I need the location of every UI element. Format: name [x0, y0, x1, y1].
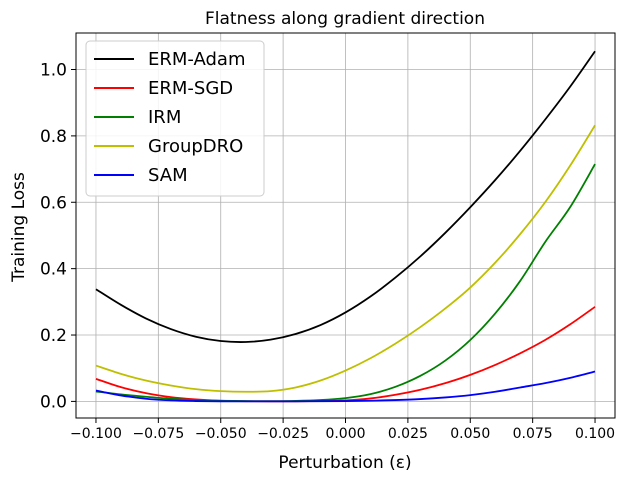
legend-box	[85, 40, 265, 197]
legend: ERM-Adam ERM-SGD IRM GroupDRO SAM	[85, 40, 265, 197]
series-line-erm-adam	[95, 50, 596, 343]
y-axis-ticks: 0.0 0.2 0.4 0.6 0.8 1.0	[40, 61, 76, 412]
y-tick-label: 0.8	[40, 127, 67, 147]
legend-label: IRM	[148, 107, 181, 128]
x-tick-label: −0.075	[132, 426, 184, 442]
grid	[76, 33, 615, 418]
x-tick-label: 0.100	[575, 426, 615, 442]
x-tick-label: −0.050	[195, 426, 247, 442]
series-line-sam	[95, 370, 596, 403]
y-axis-label: Training Loss	[9, 172, 29, 283]
legend-label: SAM	[148, 165, 188, 186]
series-lines	[95, 50, 596, 403]
x-tick-label: 0.075	[513, 426, 553, 442]
y-tick-label: 1.0	[40, 61, 67, 81]
y-tick-label: 0.2	[40, 326, 67, 346]
legend-label: GroupDRO	[148, 136, 243, 157]
legend-label: ERM-SGD	[148, 78, 233, 99]
y-tick-label: 0.4	[40, 260, 67, 280]
y-tick-label: 0.0	[40, 392, 67, 412]
x-tick-label: 0.025	[388, 426, 428, 442]
x-tick-label: −0.025	[257, 426, 309, 442]
series-line-groupdro	[95, 124, 596, 393]
series-line-irm	[95, 163, 596, 403]
x-tick-label: −0.100	[70, 426, 122, 442]
x-tick-label: 0.050	[450, 426, 490, 442]
y-tick-label: 0.6	[40, 193, 67, 213]
chart-title: Flatness along gradient direction	[205, 9, 485, 29]
x-axis-ticks: −0.100 −0.075 −0.050 −0.025 0.000 0.025 0.050 0…	[70, 418, 615, 442]
x-tick-label: 0.000	[325, 426, 365, 442]
x-axis-label: Perturbation (ε)	[278, 453, 411, 473]
legend-label: ERM-Adam	[148, 49, 246, 70]
